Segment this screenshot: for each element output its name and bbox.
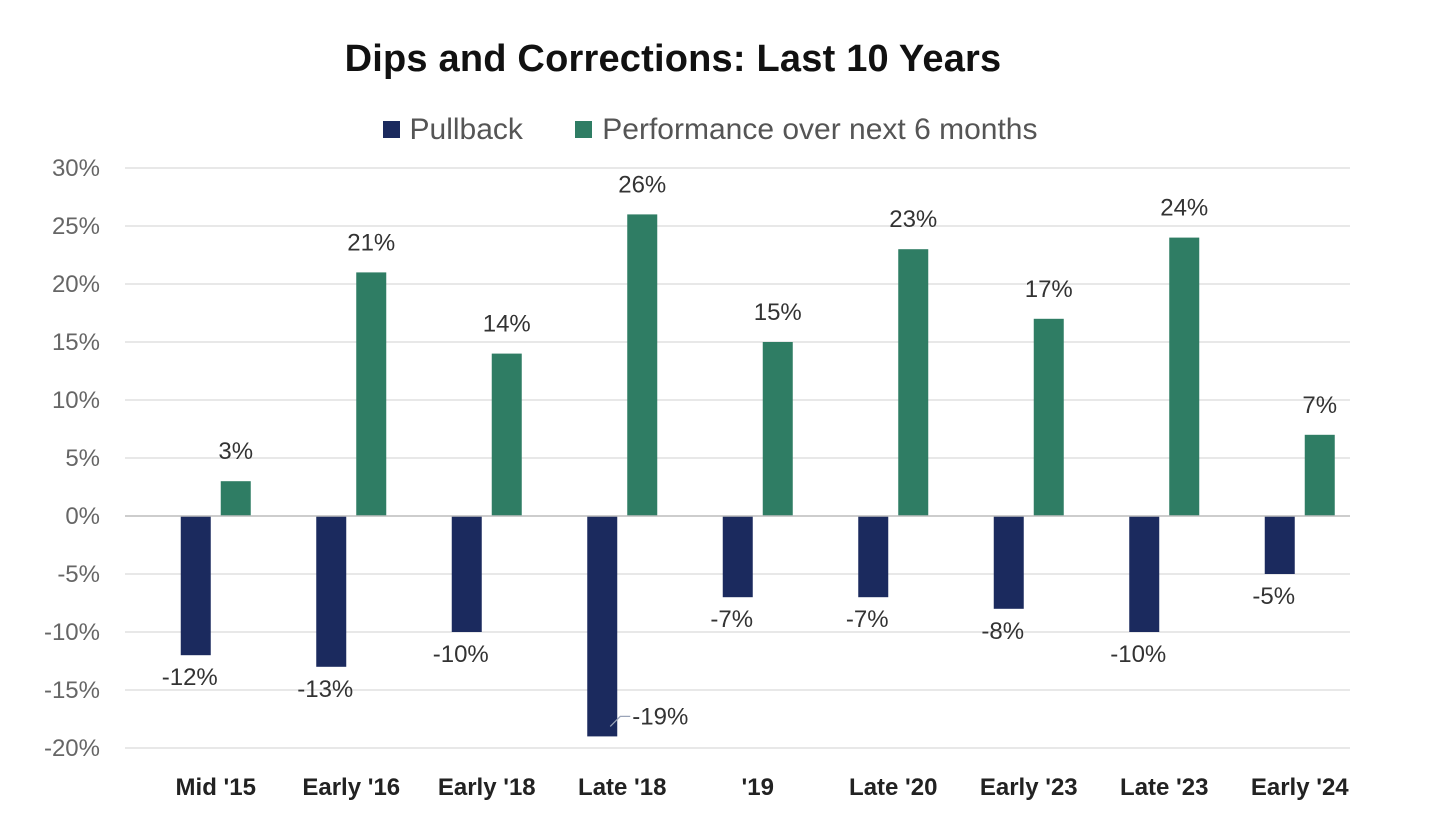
data-label-performance: 24%	[1160, 195, 1208, 222]
y-tick-label: 15%	[52, 329, 100, 356]
bar-performance	[1169, 237, 1200, 516]
bar-pullback	[316, 516, 347, 667]
data-label-performance: 7%	[1302, 392, 1337, 419]
data-label-pullback: -5%	[1252, 583, 1295, 610]
label-leader-line	[609, 715, 631, 727]
data-label-performance: 15%	[754, 299, 802, 326]
data-label-pullback: -10%	[433, 641, 489, 668]
legend-label-pullback: Pullback	[409, 112, 523, 146]
data-label-pullback: -7%	[846, 606, 889, 633]
y-tick-label: -20%	[44, 735, 100, 762]
data-label-pullback: -8%	[981, 618, 1024, 645]
bar-performance	[627, 214, 658, 516]
data-label-performance: 26%	[618, 171, 666, 198]
data-label-performance: 23%	[889, 206, 937, 233]
bar-pullback	[587, 516, 618, 737]
legend-item-pullback: Pullback	[382, 112, 523, 147]
data-label-performance: 14%	[483, 311, 531, 338]
x-category-label: Late '23	[1120, 774, 1208, 801]
bar-performance	[491, 353, 522, 516]
y-tick-label: -10%	[44, 619, 100, 646]
bar-pullback	[451, 516, 482, 632]
data-label-performance: 17%	[1025, 276, 1073, 303]
y-tick-label: 25%	[52, 213, 100, 240]
bar-performance	[1304, 434, 1335, 516]
x-category-label: Early '16	[302, 774, 400, 801]
data-label-pullback: -10%	[1110, 641, 1166, 668]
y-tick-label: 30%	[52, 155, 100, 182]
bar-performance	[898, 249, 929, 516]
legend: Pullback Performance over next 6 months	[0, 112, 1420, 147]
data-label-pullback: -12%	[162, 664, 218, 691]
legend-label-performance: Performance over next 6 months	[602, 112, 1038, 146]
legend-swatch-performance	[575, 121, 593, 138]
x-category-label: '19	[742, 774, 774, 801]
bar-pullback	[1129, 516, 1160, 632]
legend-swatch-pullback	[382, 121, 400, 138]
bar-performance	[220, 481, 251, 516]
bar-performance	[356, 272, 387, 516]
data-label-performance: 3%	[218, 438, 253, 465]
y-tick-label: 0%	[65, 503, 100, 530]
x-category-label: Mid '15	[176, 774, 256, 801]
bar-performance	[762, 342, 793, 516]
y-tick-label: -15%	[44, 677, 100, 704]
x-category-label: Early '18	[438, 774, 536, 801]
bar-pullback	[858, 516, 889, 598]
x-category-label: Late '20	[849, 774, 937, 801]
y-tick-label: 5%	[65, 445, 100, 472]
bar-pullback	[1264, 516, 1295, 574]
data-label-pullback: -19%	[632, 703, 688, 730]
x-category-label: Early '23	[980, 774, 1078, 801]
legend-item-performance: Performance over next 6 months	[575, 113, 1037, 147]
y-tick-label: 20%	[52, 271, 100, 298]
data-label-performance: 21%	[347, 229, 395, 256]
bar-pullback	[993, 516, 1024, 609]
bar-performance	[1033, 318, 1064, 516]
chart-title: Dips and Corrections: Last 10 Years	[344, 38, 1002, 80]
x-category-label: Early '24	[1251, 774, 1349, 801]
y-tick-label: -5%	[57, 561, 100, 588]
x-category-label: Late '18	[578, 774, 666, 801]
y-tick-label: 10%	[52, 387, 100, 414]
data-label-pullback: -7%	[710, 606, 753, 633]
bar-pullback	[180, 516, 211, 656]
data-label-pullback: -13%	[297, 676, 353, 703]
bar-pullback	[722, 516, 753, 598]
